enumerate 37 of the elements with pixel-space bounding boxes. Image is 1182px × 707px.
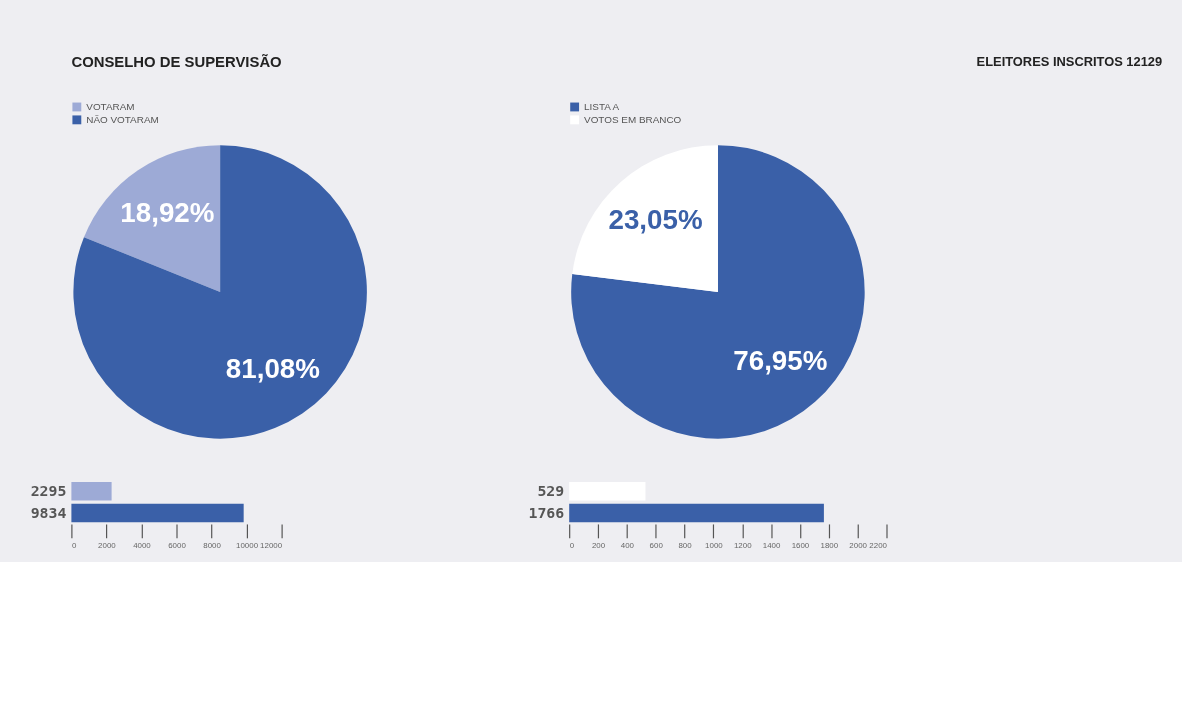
x-tick-label: 1200 <box>733 541 753 551</box>
x-tick-label: 10000 <box>236 541 259 551</box>
x-tick-label: 6000 <box>168 541 187 551</box>
legend-label: VOTOS EM BRANCO <box>584 113 682 125</box>
data-label: 2295 <box>30 482 67 501</box>
legend-label: VOTARAM <box>86 100 135 112</box>
x-tick-label: 600 <box>649 541 664 551</box>
x-tick-label: 0 <box>71 541 77 551</box>
pie-slice <box>83 145 221 292</box>
x-tick-label: 400 <box>620 541 635 551</box>
data-label: 529 <box>537 482 565 501</box>
data-label: 81,08% <box>225 352 320 384</box>
x-tick-label: 1400 <box>762 541 782 551</box>
x-tick-label: 0 <box>569 541 575 551</box>
x-tick-label: 200 <box>591 541 606 551</box>
data-label: 76,95% <box>733 345 828 377</box>
x-tick-label: 2000 <box>849 541 868 551</box>
x-tick-label: 1800 <box>820 541 839 551</box>
x-tick-label: 8000 <box>203 541 222 551</box>
x-tick-label: 2000 <box>98 541 117 551</box>
data-label: 18,92% <box>120 196 215 228</box>
pie-slice <box>572 145 718 292</box>
data-label: 23,05% <box>608 204 703 236</box>
x-tick-label: 4000 <box>133 541 152 551</box>
legend-label: NÃO VOTARAM <box>86 113 159 125</box>
pie-slice <box>73 145 367 439</box>
text: ELEITORES INSCRITOS 12129 <box>976 53 1163 69</box>
legend-label: LISTA A <box>584 100 620 112</box>
data-label: 9834 <box>30 503 67 522</box>
x-tick-label: 1600 <box>791 541 810 551</box>
pie-slice <box>571 145 865 439</box>
x-tick-label: 12000 <box>260 541 283 551</box>
data-label: 1766 <box>528 503 565 522</box>
x-tick-label: 2200 <box>869 541 888 551</box>
x-tick-label: 800 <box>678 541 693 551</box>
x-tick-label: 1000 <box>705 541 724 551</box>
chart-title: CONSELHO DE SUPERVISÃO <box>71 52 282 70</box>
